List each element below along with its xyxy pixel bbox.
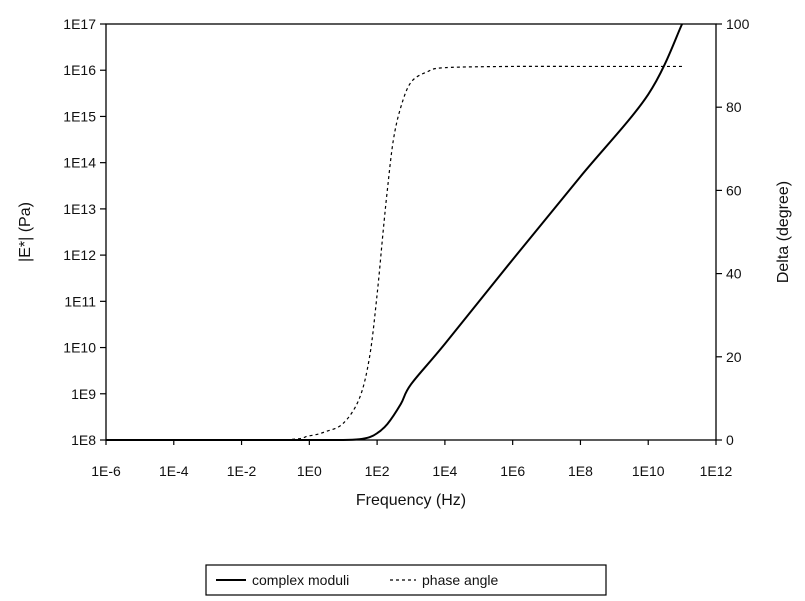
x-tick-label: 1E-4 <box>159 463 189 479</box>
y-right-axis-ticks: 0 20 40 60 80 100 <box>716 16 750 448</box>
x-tick-label: 1E12 <box>700 463 733 479</box>
y-left-tick-label: 1E8 <box>71 432 96 448</box>
y-left-tick-label: 1E15 <box>63 108 96 124</box>
y-right-tick-label: 0 <box>726 432 734 448</box>
y-right-tick-label: 100 <box>726 16 750 32</box>
series-layer <box>105 23 684 442</box>
y-right-tick-label: 40 <box>726 266 742 282</box>
y-left-tick-label: 1E13 <box>63 201 96 217</box>
y-left-tick-label: 1E14 <box>63 155 96 171</box>
x-tick-label: 1E4 <box>432 463 457 479</box>
legend: complex moduli phase angle <box>205 564 607 596</box>
x-tick-label: 1E10 <box>632 463 665 479</box>
x-axis-ticks: 1E-6 1E-4 1E-2 1E0 1E2 1E4 1E6 1E8 1E10 1E12 <box>91 440 733 479</box>
y-left-tick-label: 1E12 <box>63 247 96 263</box>
y-right-axis-title: Delta (degree) <box>775 181 792 283</box>
y-left-tick-label: 1E9 <box>71 386 96 402</box>
y-right-tick-label: 80 <box>726 99 742 115</box>
x-tick-label: 1E6 <box>500 463 525 479</box>
y-left-axis-title: |E*| (Pa) <box>17 202 34 262</box>
y-left-axis-ticks: 1E8 1E9 1E10 1E11 1E12 1E13 1E14 1E15 1E16 1E17 <box>63 16 106 448</box>
x-tick-label: 1E2 <box>365 463 390 479</box>
legend-box <box>205 564 607 596</box>
y-left-tick-label: 1E16 <box>63 62 96 78</box>
y-left-tick-label: 1E11 <box>64 293 96 309</box>
x-tick-label: 1E8 <box>568 463 593 479</box>
y-left-tick-label: 1E17 <box>63 16 96 32</box>
legend-label-phase-angle: phase angle <box>422 572 499 588</box>
x-tick-label: 1E0 <box>297 463 322 479</box>
series-line-complex-moduli <box>106 23 684 442</box>
x-tick-label: 1E-2 <box>227 463 257 479</box>
y-right-tick-label: 60 <box>726 182 742 198</box>
plot-area <box>105 23 717 441</box>
y-right-tick-label: 20 <box>726 349 742 365</box>
series-line-phase-angle <box>105 65 683 441</box>
legend-label-complex-moduli: complex moduli <box>252 572 349 588</box>
y-left-tick-label: 1E10 <box>63 340 96 356</box>
x-axis-title: Frequency (Hz) <box>356 492 466 509</box>
x-tick-label: 1E-6 <box>91 463 121 479</box>
